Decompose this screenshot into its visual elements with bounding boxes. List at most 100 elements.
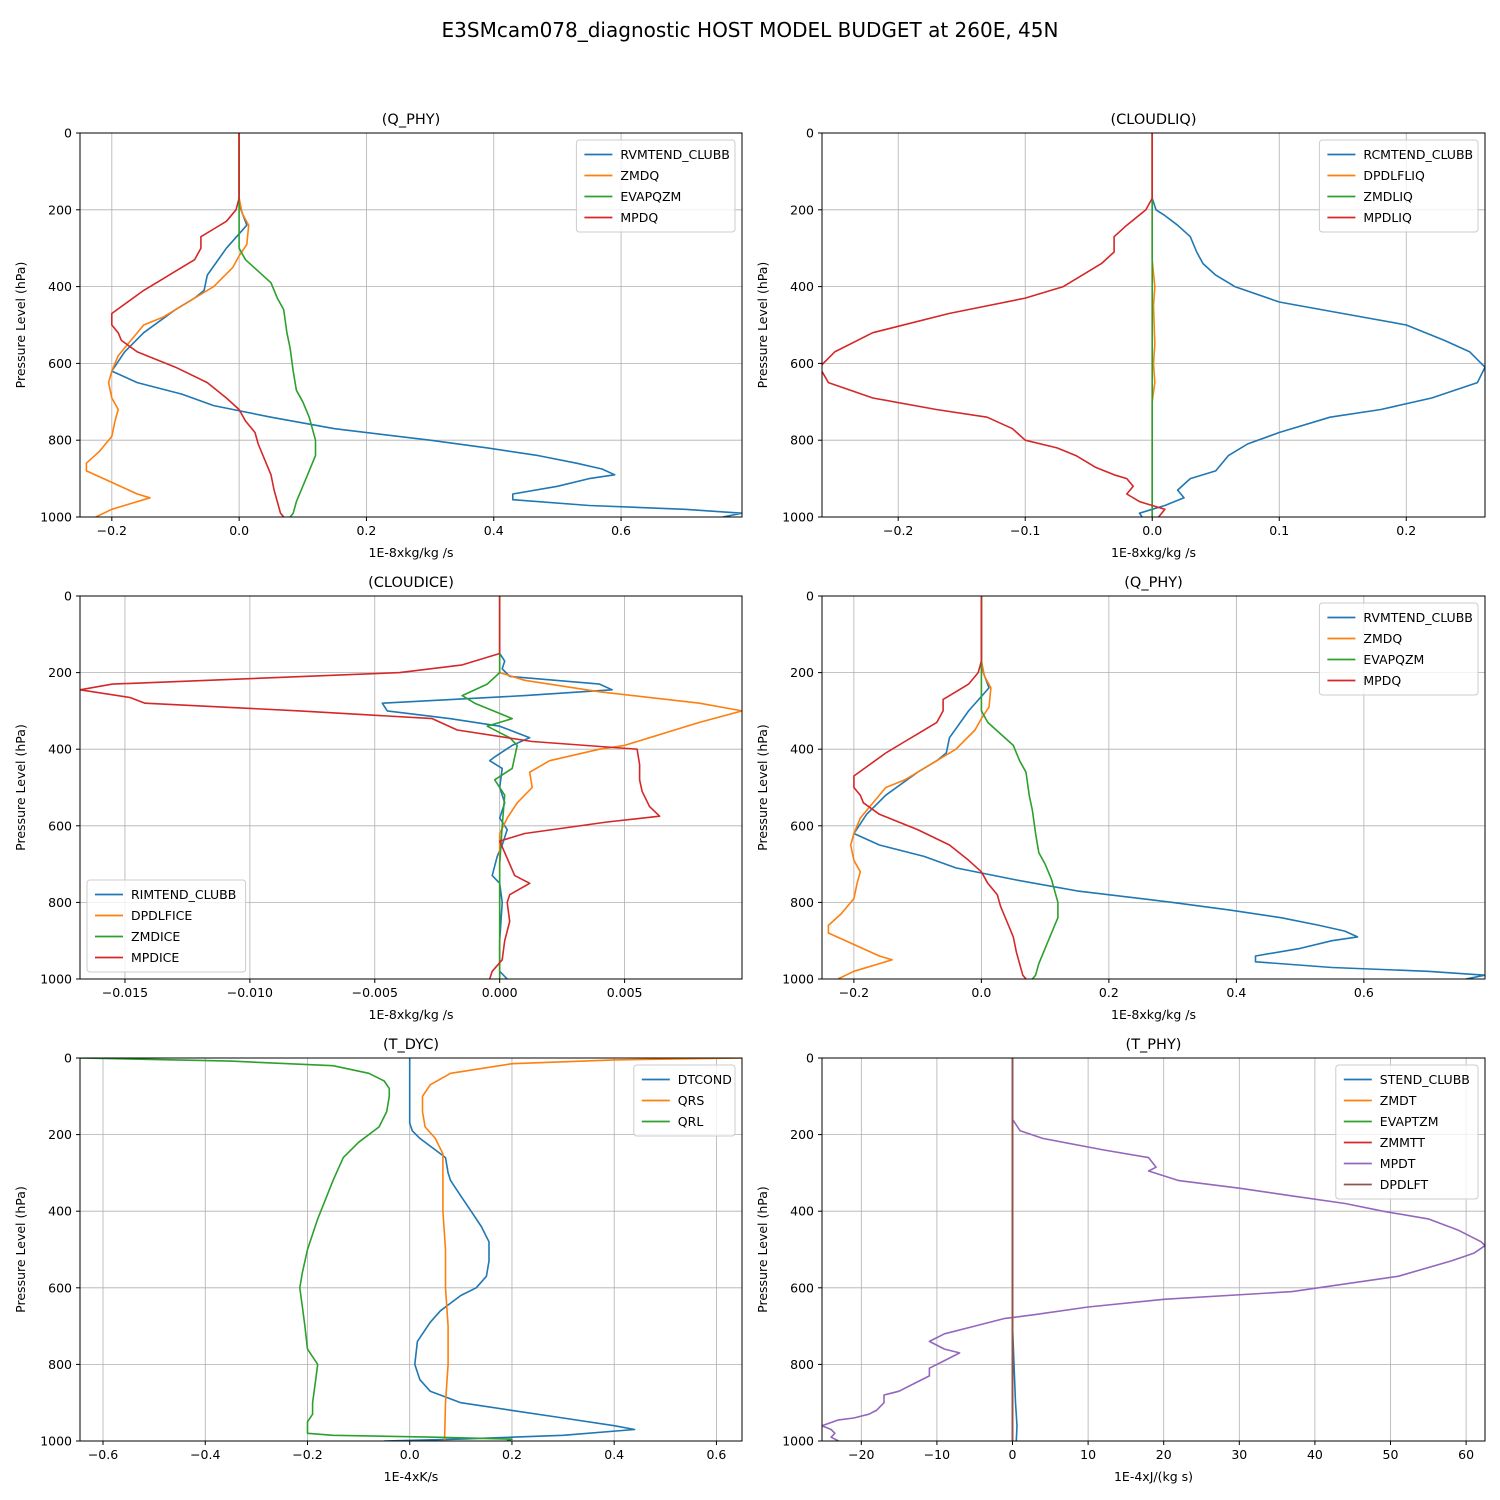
legend: RVMTEND_CLUBB ZMDQ EVAPQZM MPDQ: [1318, 602, 1479, 696]
chart-panel: −0.015 −0.010 −0.005 0.000 0.005 0 200 400 600 80…: [13, 575, 743, 1022]
legend-label: MPDT: [1380, 1156, 1416, 1171]
y-tick-label: 200: [790, 1127, 814, 1142]
axes-frame: [79, 595, 743, 980]
y-tick-label: 600: [48, 1280, 72, 1295]
y-tick-label: 200: [48, 1127, 72, 1142]
legend: STEND_CLUBB ZMDT EVAPTZM ZMMTT MPDT DPDLFT: [1335, 1064, 1479, 1200]
y-tick-label: 400: [790, 1204, 814, 1219]
legend-label: DPDLFLIQ: [1363, 168, 1425, 183]
x-tick-label: 0: [1009, 1447, 1017, 1462]
y-tick-label: 400: [48, 279, 72, 294]
panel-title: (CLOUDICE): [368, 575, 454, 591]
x-axis-label: 1E-8xkg/kg /s: [369, 545, 454, 560]
y-tick-label: 400: [48, 742, 72, 757]
series-line: [111, 133, 742, 517]
x-tick-label: 10: [1080, 1447, 1096, 1462]
panel-title: (CLOUDLIQ): [1111, 112, 1197, 128]
legend-label: MPDLIQ: [1363, 210, 1412, 225]
panel-title: (T_DYC): [383, 1037, 439, 1053]
y-tick-label: 1000: [782, 1434, 814, 1449]
y-axis-label: Pressure Level (hPa): [13, 1186, 28, 1313]
legend-label: ZMDQ: [1363, 631, 1402, 646]
series-group: [822, 133, 1485, 517]
x-tick-label: −20: [848, 1447, 874, 1462]
x-tick-label: 20: [1156, 1447, 1172, 1462]
x-axis-label: 1E-8xkg/kg /s: [1111, 1007, 1196, 1022]
y-tick-label: 1000: [40, 510, 72, 525]
y-tick-label: 0: [806, 126, 814, 141]
x-tick-label: 40: [1307, 1447, 1323, 1462]
series-line: [80, 1058, 513, 1441]
legend-label: DPDLFT: [1380, 1177, 1429, 1192]
series-group: [80, 1058, 742, 1441]
panel-title: (T_PHY): [1126, 1037, 1182, 1053]
x-tick-label: 60: [1458, 1447, 1474, 1462]
x-axis-label: 1E-8xkg/kg /s: [369, 1007, 454, 1022]
series-line: [853, 596, 1027, 979]
x-tick-label: 50: [1383, 1447, 1399, 1462]
series-line: [1151, 133, 1156, 517]
y-tick-label: 1000: [782, 972, 814, 987]
x-tick-label: −0.2: [97, 523, 127, 538]
series-line: [498, 596, 742, 979]
x-axis-label: 1E-8xkg/kg /s: [1111, 545, 1196, 560]
chart-panel: −0.2 0.0 0.2 0.4 0.6 0 200 400 600 800 1000 (Q_PHY)…: [13, 112, 743, 560]
x-axis-label: 1E-4xK/s: [384, 1469, 439, 1484]
series-line: [421, 1058, 742, 1441]
series-line: [381, 596, 613, 979]
x-tick-label: 0.6: [611, 523, 631, 538]
x-tick-label: 0.4: [1226, 985, 1246, 1000]
series-line: [827, 596, 992, 979]
series-line: [980, 596, 1059, 979]
legend-label: RVMTEND_CLUBB: [620, 147, 729, 162]
series-line: [238, 133, 317, 517]
y-tick-label: 0: [806, 1051, 814, 1066]
y-tick-label: 600: [790, 818, 814, 833]
legend-label: EVAPQZM: [1363, 652, 1424, 667]
y-tick-label: 600: [790, 1280, 814, 1295]
x-tick-label: −0.015: [102, 985, 148, 1000]
y-tick-label: 400: [790, 742, 814, 757]
x-tick-label: 0.000: [482, 985, 518, 1000]
x-tick-label: 30: [1231, 1447, 1247, 1462]
x-axis-label: 1E-4xJ/(kg s): [1114, 1469, 1193, 1484]
x-tick-label: 0.0: [971, 985, 991, 1000]
legend-label: MPDQ: [1363, 673, 1401, 688]
legend-box: [86, 879, 247, 973]
series-group: [822, 1058, 1485, 1441]
axes-frame: [79, 132, 743, 518]
y-tick-label: 600: [48, 356, 72, 371]
y-axis-label: Pressure Level (hPa): [755, 1186, 770, 1313]
y-tick-label: 1000: [40, 1434, 72, 1449]
y-tick-label: 800: [48, 1357, 72, 1372]
x-tick-label: −0.2: [292, 1447, 322, 1462]
x-tick-label: 0.6: [706, 1447, 726, 1462]
y-tick-label: 800: [48, 433, 72, 448]
x-tick-label: 0.2: [1099, 985, 1119, 1000]
series-line: [384, 1058, 636, 1441]
x-tick-label: −0.005: [352, 985, 398, 1000]
y-tick-label: 0: [64, 126, 72, 141]
legend-box: [1318, 139, 1479, 233]
x-tick-label: 0.2: [1396, 523, 1416, 538]
x-tick-label: 0.2: [502, 1447, 522, 1462]
y-tick-label: 600: [48, 818, 72, 833]
legend-label: ZMDQ: [620, 168, 659, 183]
y-tick-label: 800: [790, 1357, 814, 1372]
x-tick-label: 0.6: [1354, 985, 1374, 1000]
y-tick-label: 400: [48, 1204, 72, 1219]
y-axis-label: Pressure Level (hPa): [13, 724, 28, 851]
legend-label: QRS: [678, 1093, 705, 1108]
y-tick-label: 200: [48, 665, 72, 680]
y-tick-label: 0: [64, 589, 72, 604]
series-line: [822, 133, 1166, 517]
series-group: [827, 596, 1485, 979]
x-tick-label: 0.1: [1269, 523, 1289, 538]
legend: RVMTEND_CLUBB ZMDQ EVAPQZM MPDQ: [575, 139, 736, 233]
legend-label: ZMDLIQ: [1363, 189, 1413, 204]
panels: −0.2 0.0 0.2 0.4 0.602004006008001000(Q_PHY)…: [13, 112, 1486, 1484]
y-tick-label: 400: [790, 279, 814, 294]
legend-box: [1318, 602, 1479, 696]
x-tick-label: 0.4: [484, 523, 504, 538]
y-tick-label: 1000: [782, 510, 814, 525]
